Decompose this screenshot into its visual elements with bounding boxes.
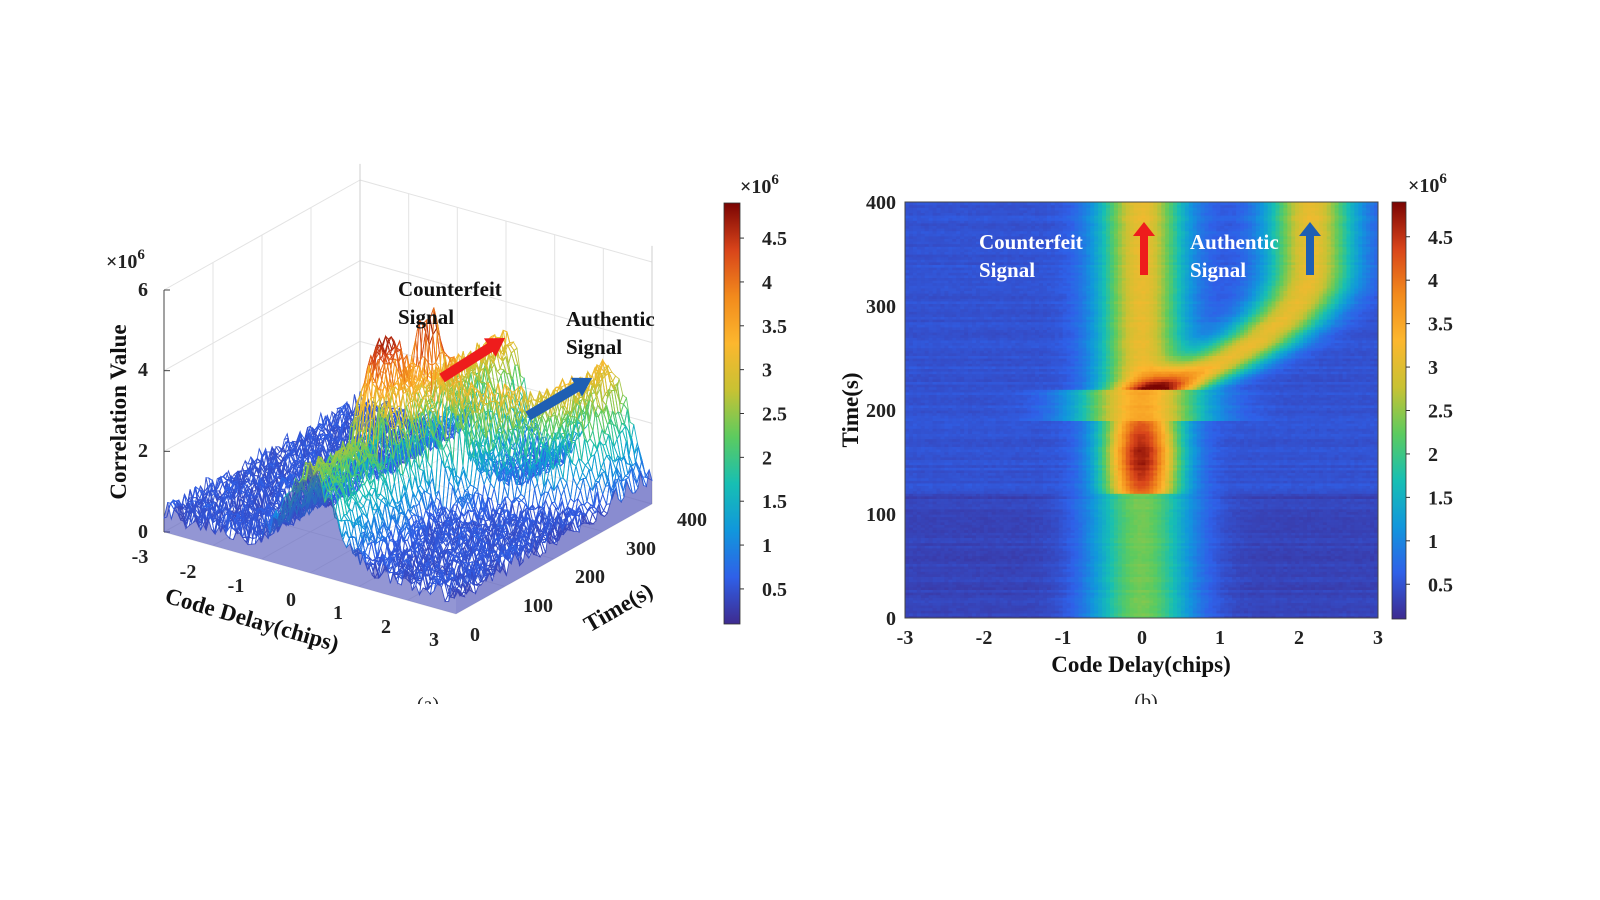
panel-a-surface-plot: -3 -2 -1 0 1 2 3 0 100 200 300 400 0 2 4… (106, 163, 787, 716)
surface-cell (607, 416, 615, 447)
surface-cell (591, 454, 599, 483)
grid-line (212, 504, 506, 587)
surface-cell (545, 491, 553, 511)
surface-cell (599, 493, 607, 512)
surface-cell (594, 472, 603, 483)
surface-cell (382, 479, 391, 506)
surface-cell (583, 404, 591, 444)
surface-cell (566, 458, 574, 499)
surface-mesh (163, 307, 653, 614)
